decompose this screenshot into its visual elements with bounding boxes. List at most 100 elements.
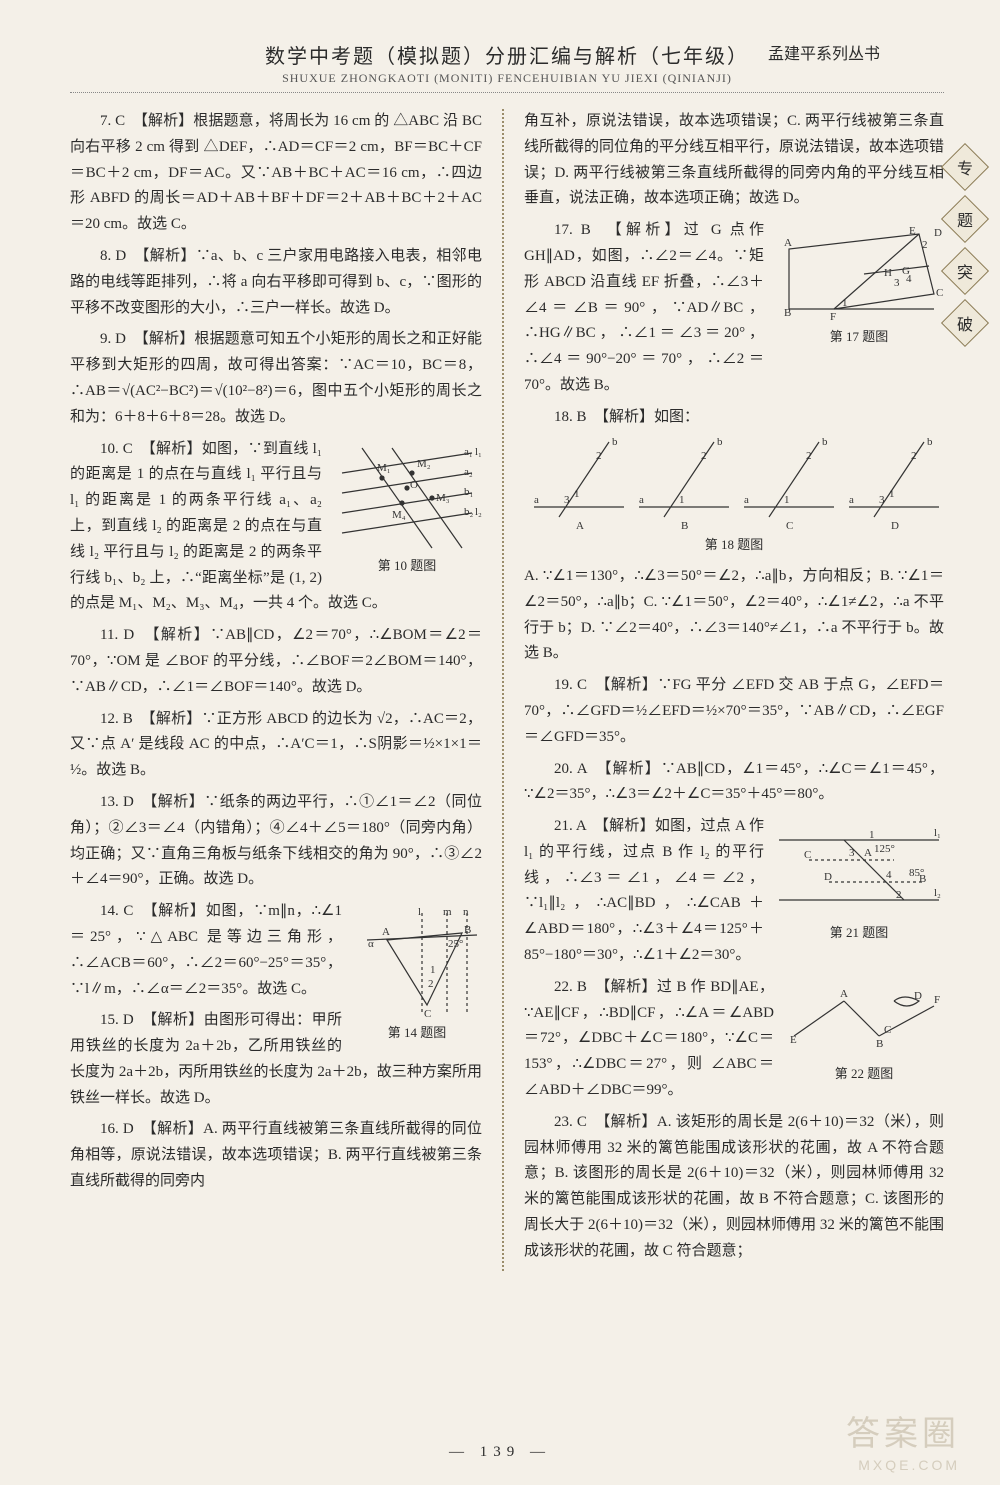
svg-text:3: 3 [849, 847, 855, 859]
fig-q17-cap: 第 17 题图 [774, 326, 944, 348]
svg-text:l₂: l₂ [475, 506, 482, 518]
svg-text:a: a [534, 494, 539, 506]
q8: 8. D 【解析】∵a、b、c 三户家用电路接入电表，相邻电路的电线等距排列，∴… [70, 244, 482, 321]
two-column-layout: 7. C 【解析】根据题意，将周长为 16 cm 的 △ABC 沿 BC 向右平… [70, 109, 944, 1271]
svg-text:1: 1 [679, 494, 685, 506]
svg-text:A: A [840, 988, 848, 1000]
q13: 13. D 【解析】∵纸条的两边平行，∴①∠1＝∠2（同位角）；②∠3＝∠4（内… [70, 790, 482, 893]
svg-text:2: 2 [896, 889, 902, 901]
column-right: 角互补，原说法错误，故本选项错误；C. 两平行线被第三条直线所截得的同位角的平分… [524, 109, 944, 1271]
side-tab-1: 专 [941, 143, 989, 191]
column-divider [502, 109, 504, 1271]
svg-text:1: 1 [430, 964, 436, 976]
svg-text:C: C [424, 1008, 431, 1020]
fig-q14-svg: lmn A α B C 25° 2 1 [352, 905, 482, 1020]
svg-text:C: C [804, 849, 811, 861]
side-tab-1-label: 专 [957, 155, 973, 179]
side-tab-4-label: 破 [957, 311, 973, 335]
svg-text:A: A [864, 847, 872, 859]
fig-q18-svg: a b 31 2 A a b 12 B a b 12 C [524, 437, 944, 532]
side-tab-3: 突 [941, 247, 989, 295]
svg-text:1: 1 [889, 488, 895, 500]
svg-text:O: O [410, 479, 418, 491]
svg-text:a₂: a₂ [464, 466, 473, 478]
watermark-url: MXQE.COM [858, 1457, 960, 1473]
svg-text:b₁: b₁ [464, 486, 474, 498]
svg-text:M₁: M₁ [377, 462, 391, 474]
header-rule [70, 92, 944, 93]
side-tab-2-label: 题 [957, 207, 973, 231]
svg-text:l₁: l₁ [475, 446, 482, 458]
svg-text:25°: 25° [448, 938, 463, 950]
svg-text:b: b [612, 437, 618, 448]
fig-q21-svg: l₁ l₂ C3A 1125° D485°B 2 [774, 820, 944, 920]
svg-text:b: b [927, 437, 933, 448]
svg-text:B: B [876, 1038, 883, 1050]
fig-q17: B A E D C F H G 1 3 4 2 第 17 题图 [774, 220, 944, 356]
title-pinyin: SHUXUE ZHONGKAOTI (MONITI) FENCEHUIBIAN … [70, 71, 944, 86]
fig-q22-cap: 第 22 题图 [784, 1063, 944, 1085]
svg-text:M₃: M₃ [436, 492, 450, 504]
svg-text:E: E [790, 1034, 797, 1046]
svg-text:D: D [891, 520, 899, 532]
svg-text:2: 2 [596, 450, 602, 462]
side-tab-2: 题 [941, 195, 989, 243]
q18b: A. ∵∠1＝130°，∴∠3＝50°＝∠2，∴a∥b，方向相反；B. ∵∠1＝… [524, 564, 944, 667]
svg-text:3: 3 [894, 277, 900, 289]
svg-text:2: 2 [922, 239, 928, 251]
fig-q21-cap: 第 21 题图 [774, 922, 944, 944]
svg-text:125°: 125° [874, 843, 895, 855]
svg-text:M₂: M₂ [417, 458, 431, 470]
svg-text:l₁: l₁ [934, 827, 941, 839]
q20: 20. A 【解析】∵AB∥CD，∠1＝45°，∴∠C＝∠1＝45°，∵∠2＝3… [524, 757, 944, 809]
fig-q22-svg: E A B C F D [784, 981, 944, 1061]
svg-text:A: A [784, 237, 792, 249]
q19: 19. C 【解析】∵FG 平分 ∠EFD 交 AB 于点 G，∠EFD＝70°… [524, 673, 944, 750]
svg-text:E: E [909, 225, 916, 237]
svg-text:H: H [884, 267, 892, 279]
svg-text:B: B [919, 873, 926, 885]
svg-text:n: n [463, 906, 469, 918]
q11: 11. D 【解析】∵AB∥CD，∠2＝70°，∴∠BOM＝∠2＝70°，∵OM… [70, 623, 482, 700]
q9: 9. D 【解析】根据题意可知五个小矩形的周长之和正好能平移到大矩形的四周，故可… [70, 327, 482, 430]
svg-text:C: C [884, 1024, 891, 1036]
svg-text:4: 4 [906, 273, 912, 285]
svg-text:3: 3 [879, 494, 885, 506]
svg-text:α: α [368, 938, 374, 950]
fig-q18-cap: 第 18 题图 [524, 534, 944, 556]
q18: 18. B 【解析】如图： [524, 405, 944, 431]
svg-text:A: A [576, 520, 584, 532]
svg-text:3: 3 [564, 494, 570, 506]
q12: 12. B 【解析】∵正方形 ABCD 的边长为 √2，∴AC＝2，又∵点 A′… [70, 707, 482, 784]
svg-text:2: 2 [806, 450, 812, 462]
fig-q21: l₁ l₂ C3A 1125° D485°B 2 第 21 题图 [774, 816, 944, 952]
page-header: 数学中考题（模拟题）分册汇编与解析（七年级） 孟建平系列丛书 SHUXUE ZH… [70, 40, 944, 86]
side-tabs: 专 题 突 破 [948, 150, 982, 340]
watermark: 答案圈 [846, 1406, 960, 1455]
svg-text:1: 1 [574, 488, 580, 500]
svg-text:a: a [744, 494, 749, 506]
svg-text:l₂: l₂ [934, 887, 941, 899]
fig-q17-svg: B A E D C F H G 1 3 4 2 [774, 224, 944, 324]
column-left: 7. C 【解析】根据题意，将周长为 16 cm 的 △ABC 沿 BC 向右平… [70, 109, 482, 1271]
q16-cont: 角互补，原说法错误，故本选项错误；C. 两平行线被第三条直线所截得的同位角的平分… [524, 109, 944, 212]
fig-q14: lmn A α B C 25° 2 1 第 14 题图 [352, 901, 482, 1052]
svg-text:b₂: b₂ [464, 506, 474, 518]
svg-text:a: a [639, 494, 644, 506]
svg-text:D: D [824, 871, 832, 883]
svg-text:C: C [786, 520, 793, 532]
svg-text:b: b [822, 437, 828, 448]
svg-text:B: B [681, 520, 688, 532]
q16: 16. D 【解析】A. 两平行直线被第三条直线所截得的同位角相等，原说法错误，… [70, 1117, 482, 1194]
page-root: 数学中考题（模拟题）分册汇编与解析（七年级） 孟建平系列丛书 SHUXUE ZH… [0, 0, 1000, 1485]
svg-text:2: 2 [911, 450, 917, 462]
svg-text:4: 4 [886, 869, 892, 881]
svg-text:2: 2 [701, 450, 707, 462]
svg-text:F: F [934, 994, 940, 1006]
svg-text:a: a [849, 494, 854, 506]
svg-text:l: l [418, 906, 421, 918]
side-tab-3-label: 突 [957, 259, 973, 283]
svg-text:A: A [382, 926, 390, 938]
svg-text:F: F [830, 311, 836, 323]
fig-q10-svg: M₁ M₂ O M₃ M₄ a₁l₁ a₂ b₁ b₂l₂ [332, 443, 482, 553]
